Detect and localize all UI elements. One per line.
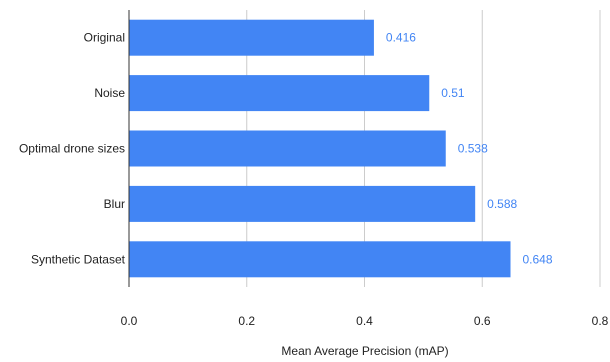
data-labels: 0.416 0.51 0.538 0.588 0.648 — [386, 31, 553, 267]
bar — [129, 130, 446, 167]
category-label: Blur — [104, 197, 125, 211]
data-label: 0.588 — [487, 197, 517, 211]
x-tick-label: 0.2 — [238, 314, 255, 328]
x-tick-labels: 0.0 0.2 0.4 0.6 0.8 — [121, 314, 609, 328]
bar — [129, 75, 430, 112]
category-label: Original — [84, 31, 125, 45]
bar — [129, 241, 511, 278]
data-label: 0.51 — [441, 86, 465, 100]
bar — [129, 19, 374, 56]
data-label: 0.538 — [458, 142, 488, 156]
category-label: Optimal drone sizes — [19, 142, 125, 156]
category-label: Noise — [94, 86, 125, 100]
x-tick-label: 0.8 — [592, 314, 609, 328]
x-tick-label: 0.4 — [356, 314, 373, 328]
bars — [129, 19, 511, 278]
x-tick-label: 0.6 — [474, 314, 491, 328]
bar — [129, 185, 476, 222]
x-tick-label: 0.0 — [121, 314, 138, 328]
x-axis-title: Mean Average Precision (mAP) — [281, 344, 448, 358]
data-label: 0.416 — [386, 31, 416, 45]
data-label: 0.648 — [523, 252, 553, 266]
category-label: Synthetic Dataset — [31, 252, 126, 266]
category-labels: Original Noise Optimal drone sizes Blur Synt… — [19, 31, 126, 267]
